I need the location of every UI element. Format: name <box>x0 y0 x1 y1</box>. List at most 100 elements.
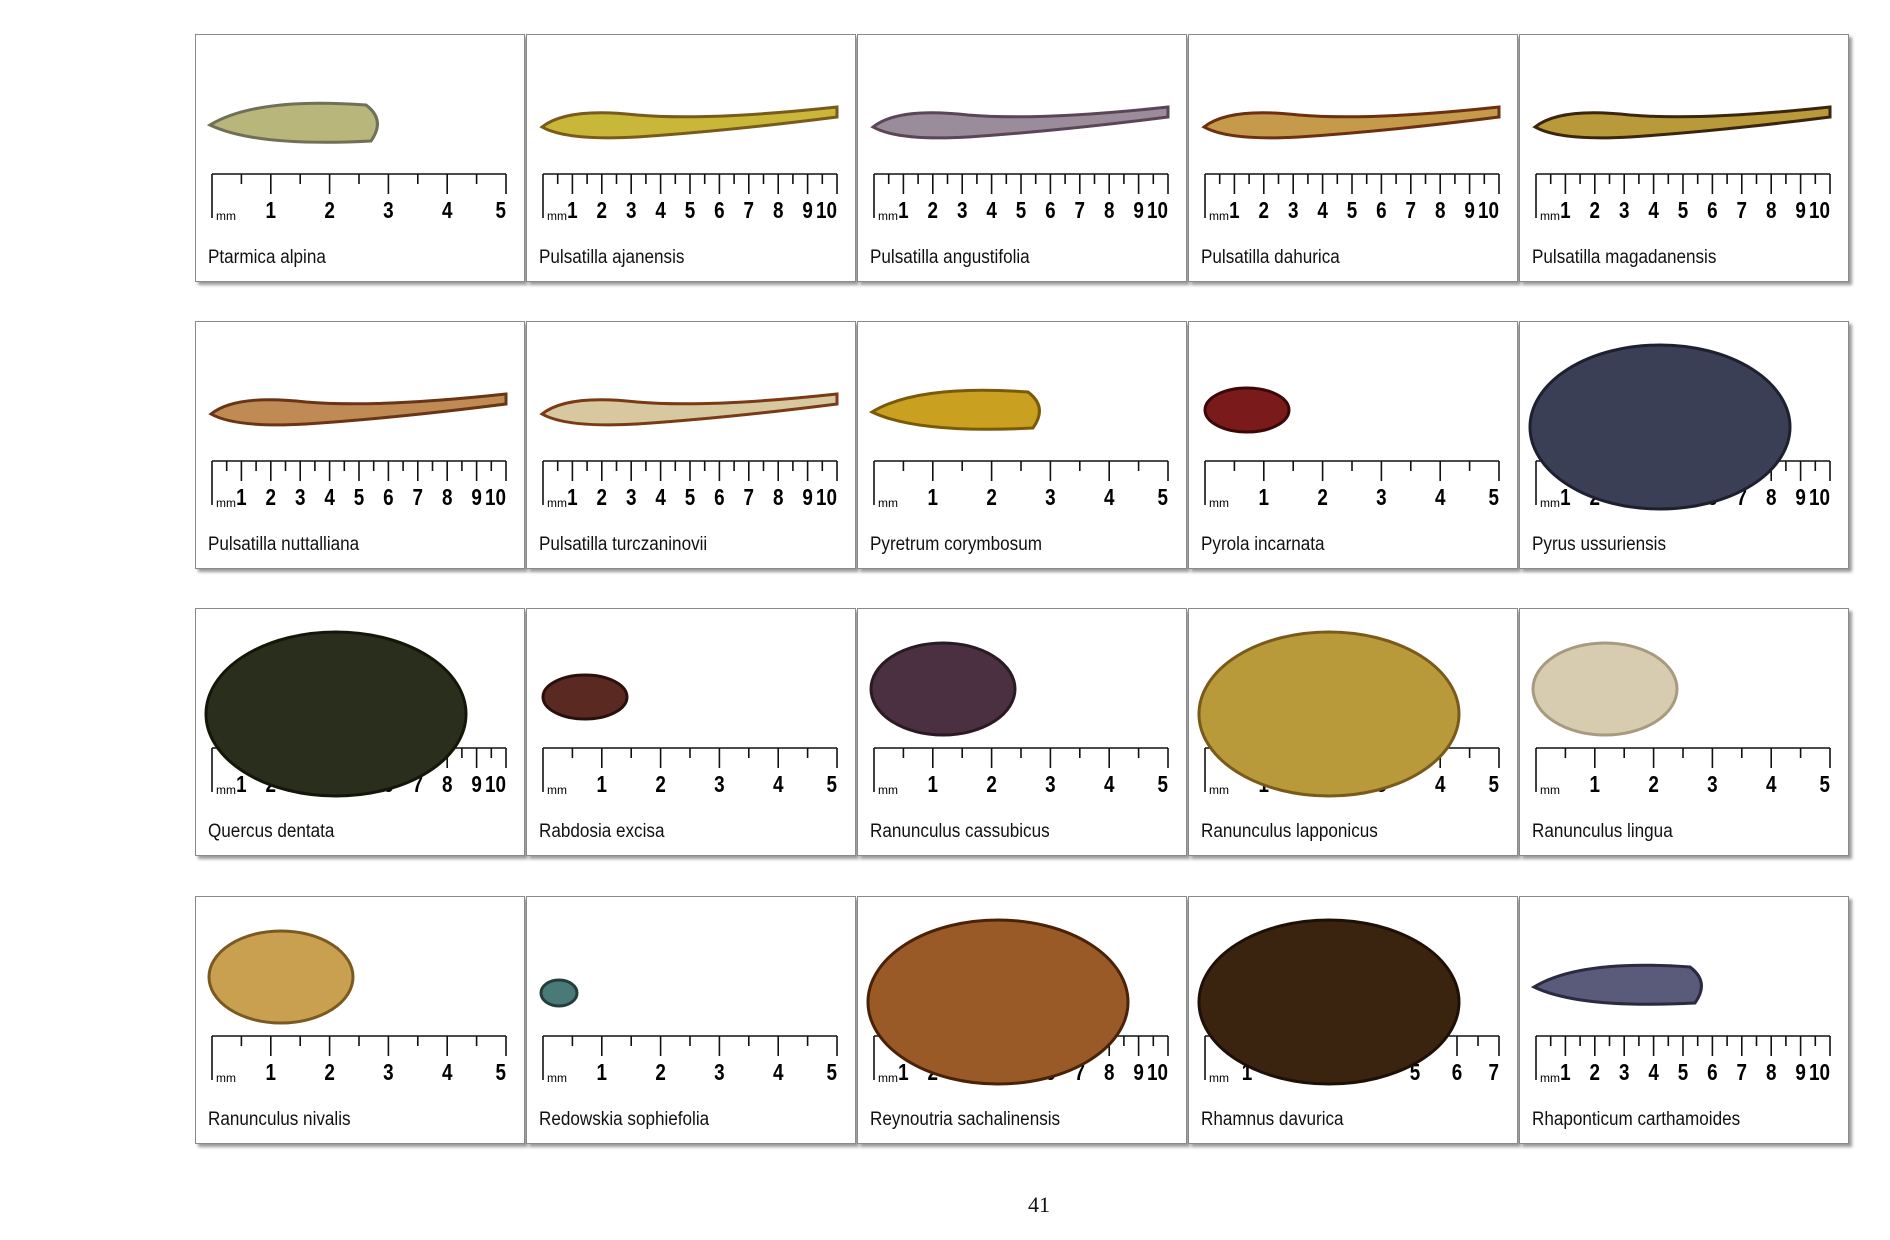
ruler-label: 5 <box>1158 772 1169 797</box>
ruler-label: 1 <box>1560 1060 1571 1085</box>
unit-label: mm <box>547 783 567 797</box>
ruler-label: 1 <box>898 198 909 223</box>
seed-image <box>208 392 508 427</box>
species-name: Rhaponticum carthamoides <box>1532 1109 1741 1130</box>
ruler-label: 2 <box>1317 485 1327 510</box>
seed-panel: mm 1 2 3 4 5 6 7 8 9 10 Pulsatilla angustifolia <box>857 34 1187 282</box>
unit-label: mm <box>878 209 898 223</box>
ruler-label: 6 <box>1452 1060 1462 1085</box>
ruler-label: 4 <box>1317 198 1328 223</box>
ruler-label: 7 <box>744 198 754 223</box>
ruler-label: 1 <box>1242 1060 1253 1085</box>
ruler-label: 1 <box>898 1060 909 1085</box>
ruler-label: 3 <box>714 772 724 797</box>
unit-label: mm <box>1540 783 1560 797</box>
ruler-label: 5 <box>1678 198 1689 223</box>
seed-panel: mm 1 2 3 4 5 6 7 8 9 10 Pulsatilla turczaninovii <box>526 321 856 569</box>
ruler-label: 2 <box>266 485 276 510</box>
seed-panel: mm 1 2 3 4 5 6 7 8 9 10 Rhaponticum carthamoides <box>1519 896 1849 1144</box>
ruler-label: 7 <box>1075 198 1085 223</box>
ruler-label: 2 <box>655 772 665 797</box>
ruler-label: 7 <box>1737 1060 1747 1085</box>
seed-image <box>868 388 1041 431</box>
ruler-label: 3 <box>957 198 967 223</box>
ruler-label: 2 <box>928 198 938 223</box>
ruler-label: 7 <box>413 772 423 797</box>
unit-label: mm <box>878 1071 898 1085</box>
ruler-label: 4 <box>1435 485 1446 510</box>
ruler-label: 8 <box>773 485 784 510</box>
seed-panel: mm 1 2 3 4 5 Ranunculus lingua <box>1519 608 1849 856</box>
ruler-label: 4 <box>986 198 997 223</box>
ruler-label: 6 <box>1707 1060 1717 1085</box>
ruler-label: 1 <box>567 198 578 223</box>
species-name: Redowskia sophiefolia <box>539 1109 710 1130</box>
page-number: 41 <box>1028 1192 1050 1217</box>
ruler-label: 8 <box>442 772 453 797</box>
ruler-label: 3 <box>1288 198 1298 223</box>
ruler-label: 7 <box>1737 485 1747 510</box>
ruler-label: 5 <box>1489 772 1500 797</box>
ruler-label: 1 <box>1259 485 1270 510</box>
mm-ruler: mm 1 2 3 4 5 <box>542 1035 838 1096</box>
ruler-label: 3 <box>295 485 305 510</box>
species-name: Rhamnus davurica <box>1201 1109 1344 1130</box>
species-name: Ranunculus cassubicus <box>870 821 1050 842</box>
ruler-label: 3 <box>626 485 636 510</box>
ruler-label: 3 <box>383 198 393 223</box>
unit-label: mm <box>547 209 567 223</box>
ruler-label: 10 <box>1809 485 1830 510</box>
ruler-label: 4 <box>1766 772 1777 797</box>
unit-label: mm <box>1209 209 1229 223</box>
seed-image <box>1197 918 1461 1086</box>
seed-panel: mm 1 2 3 4 5 Pyretrum corymbosum <box>857 321 1187 569</box>
ruler-label: 1 <box>928 485 939 510</box>
ruler-label: 1 <box>1229 198 1240 223</box>
unit-label: mm <box>878 783 898 797</box>
ruler-label: 5 <box>1016 198 1027 223</box>
unit-label: mm <box>1540 1071 1560 1085</box>
ruler-label: 5 <box>1158 485 1169 510</box>
seed-panel: mm 1 2 3 4 5 6 7 8 9 10 Pulsatilla nuttalliana <box>195 321 525 569</box>
seed-image <box>1531 641 1679 737</box>
unit-label: mm <box>547 1071 567 1085</box>
species-name: Pyrola incarnata <box>1201 534 1325 555</box>
ruler-label: 10 <box>485 772 506 797</box>
ruler-label: 1 <box>236 485 247 510</box>
ruler-label: 8 <box>1766 485 1777 510</box>
ruler-label: 1 <box>928 772 939 797</box>
seed-panel: mm 1 2 3 4 5 6 7 8 9 10 Pulsatilla magadanensis <box>1519 34 1849 282</box>
ruler-label: 6 <box>1376 198 1386 223</box>
unit-label: mm <box>216 1071 236 1085</box>
ruler-label: 10 <box>816 485 837 510</box>
ruler-label: 10 <box>1147 198 1168 223</box>
ruler-label: 2 <box>655 1060 665 1085</box>
ruler-label: 7 <box>1489 1060 1499 1085</box>
ruler-label: 5 <box>354 485 365 510</box>
ruler-label: 6 <box>383 485 393 510</box>
ruler-label: 10 <box>1809 198 1830 223</box>
mm-ruler: mm 1 2 3 4 5 <box>211 1035 507 1096</box>
ruler-label: 1 <box>597 1060 608 1085</box>
ruler-label: 2 <box>597 485 607 510</box>
seed-image <box>206 101 379 144</box>
ruler-label: 3 <box>626 198 636 223</box>
ruler-label: 5 <box>1678 1060 1689 1085</box>
unit-label: mm <box>216 209 236 223</box>
ruler-label: 2 <box>986 485 996 510</box>
mm-ruler: mm 1 2 3 4 5 <box>873 747 1169 808</box>
ruler-label: 9 <box>471 772 481 797</box>
unit-label: mm <box>216 496 236 510</box>
ruler-label: 3 <box>1045 485 1055 510</box>
seed-image <box>1197 630 1461 798</box>
ruler-label: 8 <box>442 485 453 510</box>
seed-panel: mm 1 2 3 4 5 Ranunculus cassubicus <box>857 608 1187 856</box>
ruler-label: 4 <box>324 485 335 510</box>
ruler-label: 5 <box>1489 485 1500 510</box>
ruler-label: 6 <box>714 198 724 223</box>
seed-panel: mm1234567Rhamnus davurica <box>1188 896 1518 1144</box>
seed-image <box>1201 105 1501 140</box>
ruler-label: 2 <box>324 1060 334 1085</box>
ruler-label: 7 <box>413 485 423 510</box>
